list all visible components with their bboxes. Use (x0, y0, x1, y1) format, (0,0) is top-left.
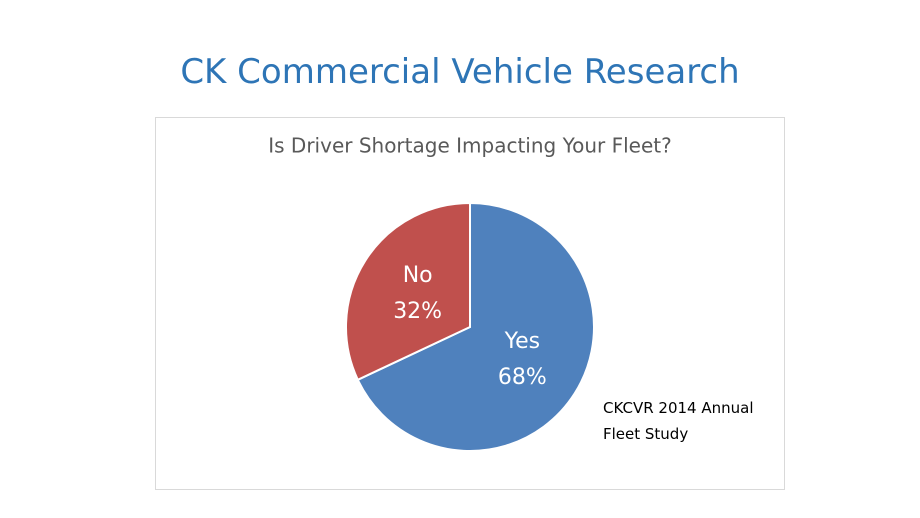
slide-title: CK Commercial Vehicle Research (180, 52, 740, 92)
slice-label: Yes (504, 329, 541, 354)
pie-slice (345, 201, 471, 382)
chart-area (155, 117, 785, 490)
pie-slice (356, 201, 595, 452)
chart-title: Is Driver Shortage Impacting Your Fleet? (268, 134, 672, 158)
value-label: 68% (498, 365, 547, 390)
value-label: 32% (393, 299, 442, 324)
slice-label: No (403, 263, 433, 288)
annotation: CKCVR 2014 Annual Fleet Study (603, 399, 754, 443)
